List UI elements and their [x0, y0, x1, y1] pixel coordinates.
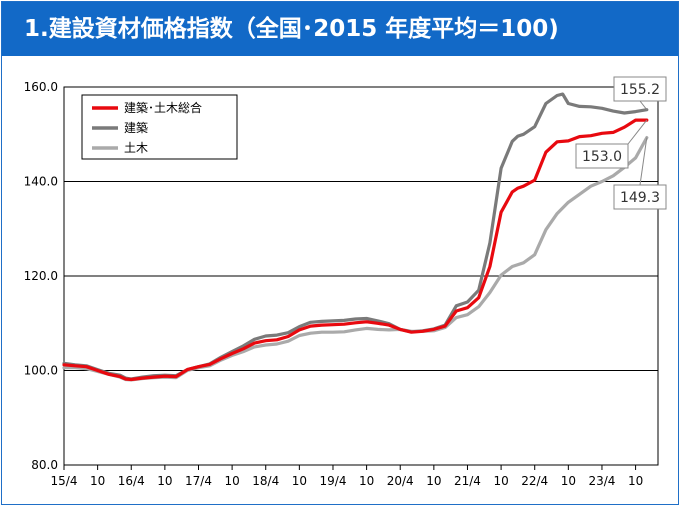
- x-tick-label: 15/4: [51, 474, 78, 488]
- callout-value: 155.2: [620, 82, 660, 98]
- x-tick-label: 16/4: [118, 474, 145, 488]
- x-tick-label: 23/4: [588, 474, 615, 488]
- series-line-total: [62, 118, 649, 382]
- chart-title: 1.建設資材価格指数（全国･2015 年度平均＝100): [2, 2, 678, 56]
- x-tick-label: 10: [493, 474, 508, 488]
- callout-value: 153.0: [582, 149, 622, 165]
- x-tick-label: 20/4: [387, 474, 414, 488]
- y-tick-label: 120.0: [24, 269, 58, 283]
- legend-label: 建築: [124, 120, 148, 135]
- x-tick-label: 10: [628, 474, 643, 488]
- callout-box: [613, 76, 667, 102]
- x-tick-label: 10: [426, 474, 441, 488]
- x-tick-label: 10: [359, 474, 374, 488]
- series-line-civil: [62, 136, 649, 382]
- x-tick-label: 17/4: [185, 474, 212, 488]
- x-tick-label: 19/4: [320, 474, 347, 488]
- legend-label: 建築･土木総合: [124, 100, 202, 115]
- x-tick-label: 21/4: [454, 474, 481, 488]
- x-tick-label: 10: [90, 474, 105, 488]
- x-tick-label: 10: [561, 474, 576, 488]
- callout-value: 149.3: [620, 190, 660, 206]
- y-tick-label: 160.0: [24, 80, 58, 94]
- callout-leader: [639, 137, 648, 186]
- x-tick-label: 22/4: [521, 474, 548, 488]
- legend-label: 土木: [124, 141, 148, 155]
- x-tick-label: 10: [157, 474, 172, 488]
- callout-leader: [639, 100, 648, 110]
- y-tick-label: 140.0: [24, 175, 58, 189]
- x-tick-label: 10: [224, 474, 239, 488]
- y-tick-label: 80.0: [31, 458, 58, 472]
- callout-box: [613, 184, 667, 210]
- callout-leader: [627, 119, 648, 145]
- x-tick-label: 10: [292, 474, 307, 488]
- callout-box: [575, 143, 629, 169]
- y-tick-label: 100.0: [24, 364, 58, 378]
- x-tick-label: 18/4: [252, 474, 279, 488]
